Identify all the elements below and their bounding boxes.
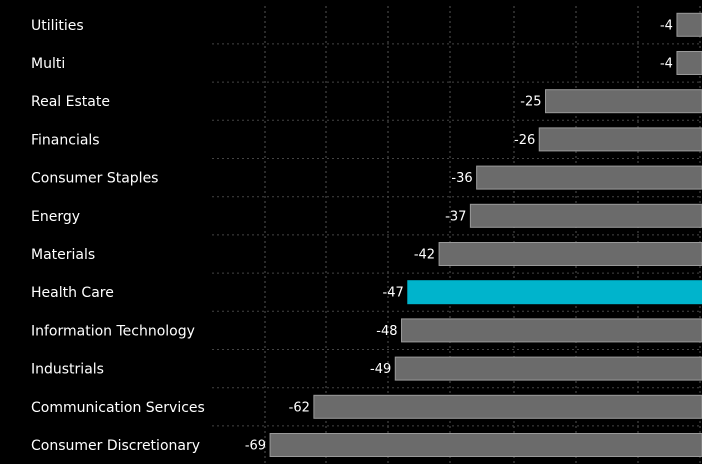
data-label: -42 [414,248,435,263]
category-label: Communication Services [31,400,205,416]
bar [407,280,702,305]
data-label: -4 [660,57,673,72]
category-label: Consumer Staples [31,171,158,187]
data-label: -69 [245,439,266,454]
bar [269,433,702,457]
data-label: -48 [376,324,397,339]
bar [394,356,702,381]
data-label: -62 [289,400,310,415]
category-label: Financials [31,132,100,148]
category-label: Real Estate [31,94,110,110]
category-label: Information Technology [31,323,195,339]
grid-layer [212,6,702,464]
value-labels-layer: -4 -4 -25 -26 -36 -37 -42 -47 -48 -49 -62 -69 [245,18,673,453]
bar [438,242,702,266]
bar [401,318,702,343]
bar [676,51,702,75]
bar [545,89,702,114]
data-label: -25 [520,95,541,110]
bar [313,394,702,419]
bar [538,127,702,152]
category-label: Materials [31,247,95,263]
category-label: Industrials [31,362,104,378]
bar [469,203,702,228]
category-label: Health Care [31,285,114,301]
data-label: -47 [383,286,404,301]
bar [476,165,702,190]
data-label: -49 [370,362,391,377]
bar [676,12,702,37]
data-label: -26 [514,133,535,148]
data-label: -37 [445,209,466,224]
data-label: -36 [451,171,472,186]
category-labels-layer: Utilities Multi Real Estate Financials Consu… [31,18,205,454]
category-label: Utilities [31,18,84,34]
category-label: Consumer Discretionary [31,438,200,454]
category-label: Energy [31,209,80,225]
category-label: Multi [31,56,65,72]
data-label: -4 [660,18,673,33]
